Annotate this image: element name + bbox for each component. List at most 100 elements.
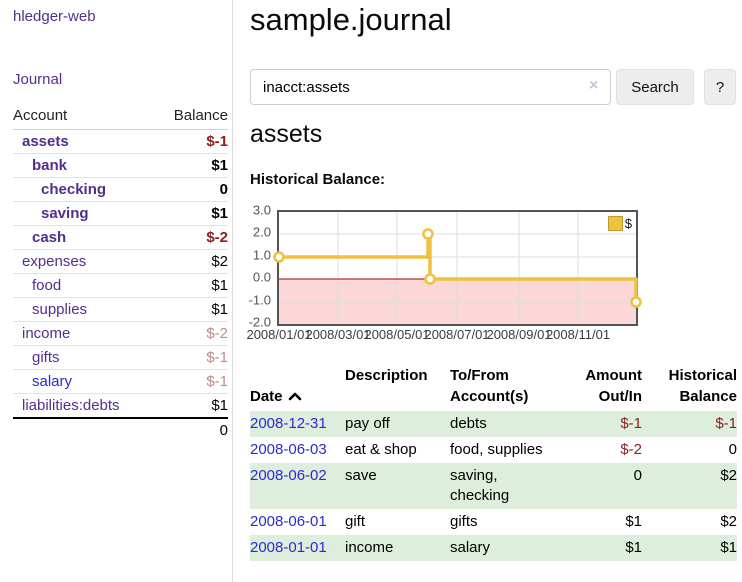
balance-chart: 3.0 2.0 1.0 0.0 -1.0 -2.0 [233, 203, 703, 355]
accounts-total-value: 0 [155, 417, 228, 442]
y-tick-label: 0.0 [252, 269, 271, 285]
transaction-amount: $1 [625, 539, 642, 556]
account-row: salary $-1 [13, 369, 228, 394]
sidebar-account-link[interactable]: checking [13, 177, 156, 202]
account-row: income $-2 [13, 321, 228, 346]
transaction-balance: $-1 [715, 415, 737, 432]
account-balance: $1 [155, 273, 228, 298]
register-row: 2008-06-03 eat & shop food, supplies $-2… [250, 437, 737, 463]
sidebar-account-link[interactable]: cash [13, 225, 156, 250]
sidebar: hledger-web Journal Account Balance asse… [0, 0, 233, 582]
accounts-total-row: 0 [13, 417, 228, 442]
sidebar-account-link[interactable]: salary [13, 369, 156, 394]
sort-ascending-icon [288, 392, 301, 401]
account-heading: assets [250, 120, 323, 148]
account-row: cash $-2 [13, 225, 228, 250]
register-table: Date Description To/From Account(s) Amou… [250, 363, 737, 561]
transaction-date-link[interactable]: 2008-06-01 [250, 513, 327, 530]
transaction-accounts: debts [450, 415, 487, 432]
historical-balance-label: Historical Balance: [250, 171, 386, 188]
sidebar-account-link[interactable]: assets [13, 129, 156, 154]
accounts-header-balance: Balance [155, 104, 228, 130]
y-tick-label: 3.0 [252, 202, 271, 218]
account-row: gifts $-1 [13, 345, 228, 370]
account-balance: $1 [211, 397, 228, 414]
account-row: liabilities:debts $1 [13, 394, 228, 419]
account-row: bank $1 [13, 153, 228, 178]
transaction-balance: $2 [720, 513, 737, 530]
account-balance: $2 [155, 249, 228, 274]
account-balance: $-1 [155, 129, 228, 154]
help-button[interactable]: ? [704, 69, 736, 105]
transaction-date-link[interactable]: 2008-06-02 [250, 467, 327, 484]
sidebar-account-link[interactable]: income [13, 321, 156, 346]
transaction-balance: $2 [720, 467, 737, 484]
transaction-amount: $-2 [620, 441, 642, 458]
register-row: 2008-06-01 gift gifts $1 $2 [250, 509, 737, 535]
transaction-date-link[interactable]: 2008-06-03 [250, 441, 327, 458]
page-title: sample.journal [250, 2, 452, 37]
x-tick-label: 2008/07/01 [424, 327, 490, 342]
account-balance: 0 [155, 177, 228, 202]
register-header-row: Date Description To/From Account(s) Amou… [250, 363, 737, 411]
sidebar-account-link[interactable]: saving [13, 201, 156, 226]
transaction-amount: 0 [633, 467, 642, 484]
sidebar-account-link[interactable]: bank [13, 153, 156, 178]
account-row: food $1 [13, 273, 228, 298]
transaction-description: pay off [345, 415, 390, 432]
sidebar-account-link[interactable]: gifts [13, 345, 156, 370]
legend-label: $ [624, 216, 632, 231]
account-balance: $-1 [155, 369, 228, 394]
date-header-label: Date [250, 388, 283, 405]
search-input[interactable] [250, 69, 611, 105]
accounts-total-spacer [13, 417, 156, 442]
transaction-date-link[interactable]: 2008-01-01 [250, 539, 327, 556]
transaction-date-link[interactable]: 2008-12-31 [250, 415, 327, 432]
accounts-header-row: Account Balance [13, 104, 228, 130]
balance-step-line-graphic [273, 212, 642, 324]
account-balance: $1 [155, 201, 228, 226]
y-tick-label: 1.0 [252, 247, 271, 263]
sidebar-account-link[interactable]: supplies [13, 297, 156, 322]
account-balance: $-2 [155, 321, 228, 346]
legend-swatch-icon [607, 216, 623, 231]
account-balance: $1 [155, 153, 228, 178]
register-header-amount: Amount Out/In [585, 367, 642, 405]
main-content: sample.journal × Search ? assets Histori… [233, 0, 742, 582]
search-button[interactable]: Search [616, 69, 694, 105]
data-point-markers [273, 228, 642, 308]
account-row: expenses $2 [13, 249, 228, 274]
transaction-description: income [345, 539, 394, 556]
account-row: assets $-1 [13, 129, 228, 154]
chart-plot-area[interactable]: $ [273, 210, 642, 326]
sidebar-account-link[interactable]: liabilities:debts [22, 397, 120, 414]
register-row: 2008-12-31 pay off debts $-1 $-1 [250, 411, 737, 437]
register-header-balance: Historical Balance [668, 367, 737, 405]
gridlines [279, 212, 636, 324]
transaction-balance: 0 [728, 441, 737, 458]
register-header-description: Description [345, 367, 428, 384]
clear-search-icon[interactable]: × [589, 77, 599, 94]
account-balance: $-1 [155, 345, 228, 370]
sidebar-account-link[interactable]: food [13, 273, 156, 298]
account-row: saving $1 [13, 201, 228, 226]
account-row: checking 0 [13, 177, 228, 202]
y-tick-label: -2.0 [248, 314, 271, 330]
transaction-description: save [345, 467, 377, 484]
account-row: supplies $1 [13, 297, 228, 322]
transaction-amount: $1 [625, 513, 642, 530]
y-tick-label: 2.0 [252, 224, 271, 240]
x-tick-label: 2008/03/01 [305, 327, 371, 342]
brand-link[interactable]: hledger-web [13, 8, 96, 25]
transaction-balance: $1 [720, 539, 737, 556]
register-header-date[interactable]: Date [250, 363, 345, 411]
accounts-header-account: Account [13, 104, 156, 130]
sidebar-account-link[interactable]: expenses [13, 249, 156, 274]
register-row: 2008-06-02 save saving, checking 0 $2 [250, 463, 737, 509]
chart-legend: $ [606, 216, 633, 231]
x-tick-label: 2008/05/01 [364, 327, 430, 342]
sidebar-item-journal[interactable]: Journal [13, 71, 63, 88]
transaction-description: gift [345, 513, 366, 530]
register-row: 2008-01-01 income salary $1 $1 [250, 535, 737, 561]
